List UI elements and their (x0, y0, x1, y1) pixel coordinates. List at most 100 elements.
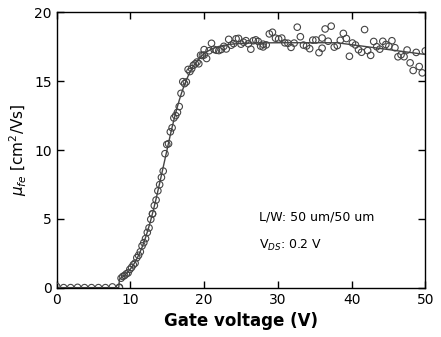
Point (281, 40, 288, 45)
Point (297, 34, 304, 39)
Point (53, 284, 60, 289)
Point (135, 252, 142, 258)
Point (260, 41, 267, 47)
Point (140, 240, 147, 245)
Point (190, 62, 197, 68)
Point (309, 37, 316, 43)
Point (358, 50, 365, 55)
Point (382, 42, 389, 47)
Point (288, 45, 295, 50)
Point (343, 36, 350, 41)
Point (197, 53, 204, 58)
Point (240, 39, 247, 45)
Point (312, 37, 319, 43)
Point (158, 175, 165, 180)
Point (172, 113, 179, 118)
Point (404, 47, 411, 53)
Point (315, 50, 322, 55)
Point (201, 47, 208, 52)
Point (334, 43, 341, 48)
Point (124, 270, 131, 276)
Point (397, 52, 404, 57)
Point (126, 267, 133, 272)
Point (294, 25, 301, 30)
Point (156, 182, 163, 187)
Point (269, 30, 276, 35)
Point (306, 46, 313, 51)
Text: V$_{DS}$: 0.2 V: V$_{DS}$: 0.2 V (259, 238, 323, 253)
Point (291, 40, 298, 46)
Point (257, 43, 264, 49)
Point (318, 35, 325, 41)
Point (95, 285, 102, 290)
Point (278, 35, 285, 41)
Point (284, 40, 292, 46)
Point (400, 54, 407, 59)
Point (188, 66, 195, 71)
Point (203, 56, 210, 61)
Point (376, 47, 383, 52)
Point (250, 38, 257, 43)
Point (138, 243, 146, 249)
Point (235, 36, 242, 41)
Point (183, 79, 190, 85)
Point (192, 61, 199, 66)
Point (81, 285, 88, 290)
Point (413, 50, 420, 55)
Point (416, 64, 423, 69)
Point (153, 197, 160, 203)
Point (349, 40, 356, 46)
Point (228, 42, 235, 48)
Point (218, 47, 225, 52)
Point (161, 151, 168, 156)
Point (394, 54, 401, 59)
Point (352, 42, 359, 48)
Point (419, 70, 426, 75)
Point (187, 69, 194, 74)
Point (370, 39, 377, 44)
Point (232, 36, 239, 41)
Point (328, 24, 335, 29)
Point (168, 125, 176, 130)
Point (260, 44, 267, 50)
Point (201, 52, 208, 58)
Point (243, 38, 250, 43)
Point (179, 79, 186, 84)
Point (165, 141, 172, 146)
Point (199, 53, 206, 58)
Point (373, 44, 380, 50)
Point (318, 45, 325, 51)
Point (118, 275, 125, 281)
Point (208, 41, 215, 46)
Point (116, 284, 123, 290)
Point (407, 60, 414, 65)
Point (225, 37, 232, 42)
Point (254, 39, 262, 44)
Text: L/W: 50 um/50 um: L/W: 50 um/50 um (259, 211, 375, 223)
Point (206, 48, 213, 54)
Point (346, 54, 353, 59)
Point (60, 285, 67, 290)
Point (247, 47, 254, 52)
Point (176, 104, 183, 109)
Point (385, 43, 392, 49)
Point (109, 284, 116, 289)
Point (364, 48, 371, 53)
Point (137, 249, 144, 254)
Point (300, 42, 307, 48)
Point (128, 265, 135, 270)
Point (102, 285, 109, 290)
Point (185, 67, 192, 72)
Point (213, 48, 220, 53)
Point (379, 39, 386, 44)
Point (160, 168, 167, 174)
Point (123, 271, 130, 277)
Point (266, 31, 273, 37)
Point (116, 285, 123, 290)
Point (263, 42, 270, 48)
Point (392, 45, 399, 51)
Point (321, 26, 329, 32)
Point (389, 38, 396, 43)
Point (170, 115, 177, 121)
Point (325, 38, 332, 44)
